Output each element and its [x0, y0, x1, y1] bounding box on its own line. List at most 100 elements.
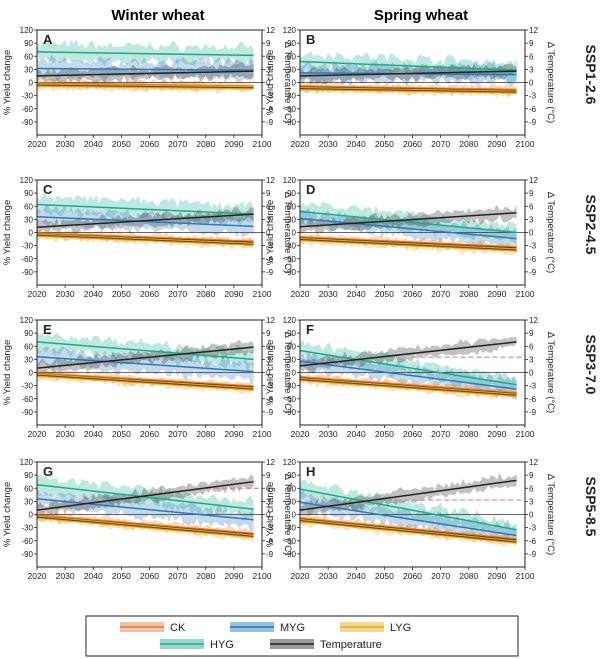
y-tick-label: 0 [29, 369, 34, 378]
y-tick-label: 0 [292, 229, 297, 238]
y-tick-label: -90 [21, 550, 33, 559]
y-tick-label: 30 [287, 215, 296, 224]
y-tick-label: 60 [24, 202, 33, 211]
y2-tick-label: 6 [266, 202, 271, 211]
y2-tick-label: 9 [529, 39, 534, 48]
ribbon-temperature [300, 337, 517, 375]
y-tick-label: 120 [20, 458, 34, 467]
y-tick-label: 30 [287, 497, 296, 506]
trend-temperature [37, 346, 254, 369]
plot-area [300, 337, 525, 400]
x-tick-label: 2070 [168, 139, 187, 149]
x-tick-label: 2080 [459, 571, 478, 581]
x-tick-label: 2040 [347, 139, 366, 149]
legend-label: HYG [210, 639, 234, 651]
x-tick-label: 2030 [319, 571, 338, 581]
y-tick-label: -30 [284, 524, 296, 533]
trend-hyg [300, 60, 517, 71]
y-tick-label: 60 [287, 342, 296, 351]
ylabel-right: Δ Temperature (°C) [545, 192, 556, 273]
x-tick-label: 2080 [459, 289, 478, 299]
legend: CK MYG LYG HYG Temperature [85, 615, 519, 657]
x-tick-label: 2050 [112, 429, 131, 439]
x-tick-label: 2090 [487, 429, 506, 439]
row-label: SSP5-8.5 [583, 477, 599, 537]
trend-hyg [37, 341, 254, 361]
legend-label: Temperature [320, 639, 382, 651]
ribbon-temperature [300, 473, 517, 516]
x-tick-label: 2080 [459, 139, 478, 149]
x-tick-label: 2100 [516, 571, 535, 581]
x-tick-label: 2070 [431, 139, 450, 149]
trend-hyg [300, 349, 517, 386]
y-tick-label: 30 [24, 355, 33, 364]
y-tick-label: 120 [283, 26, 297, 35]
y-tick-label: -90 [284, 550, 296, 559]
column-title-winter: Winter wheat [111, 7, 204, 24]
x-tick-label: 2060 [140, 289, 159, 299]
x-tick-label: 2020 [28, 289, 47, 299]
ylabel-right: Δ Temperature (°C) [282, 474, 293, 555]
y2-tick-label: 12 [529, 458, 538, 467]
y2-tick-label: -3 [266, 92, 274, 101]
x-tick-label: 2040 [84, 139, 103, 149]
y2-tick-label: -9 [529, 118, 537, 127]
y-tick-label: 90 [287, 189, 296, 198]
y-tick-label: 90 [24, 329, 33, 338]
y2-tick-label: -6 [529, 395, 537, 404]
x-tick-label: 2030 [56, 139, 75, 149]
y2-tick-label: 12 [529, 316, 538, 325]
x-tick-label: 2020 [291, 571, 310, 581]
ylabel-left: % Yield change [265, 482, 276, 548]
y-tick-label: -90 [284, 268, 296, 277]
y2-tick-label: 3 [266, 215, 271, 224]
y2-tick-label: -3 [266, 382, 274, 391]
y2-tick-label: -9 [266, 408, 274, 417]
y-tick-label: -60 [21, 255, 33, 264]
x-tick-label: 2100 [253, 139, 272, 149]
panel-b: 2020 2030 2040 2050 2060 2070 2080 2090 21001209… [265, 26, 556, 149]
x-tick-label: 2100 [253, 571, 272, 581]
y2-tick-label: 0 [266, 511, 271, 520]
y-tick-label: 120 [20, 176, 34, 185]
panel-letter: E [43, 322, 52, 337]
y2-tick-label: 9 [266, 471, 271, 480]
x-tick-label: 2060 [140, 139, 159, 149]
trend-lyg [37, 374, 254, 390]
y2-tick-label: -3 [529, 242, 537, 251]
panel-letter: H [306, 464, 315, 479]
y-tick-label: -30 [21, 382, 33, 391]
x-tick-label: 2040 [84, 289, 103, 299]
y-tick-label: -90 [284, 408, 296, 417]
y2-tick-label: 12 [266, 176, 275, 185]
panel-a: 2020 2030 2040 2050 2060 2070 2080 2090 21001209… [2, 26, 293, 149]
y2-tick-label: -6 [529, 255, 537, 264]
ylabel-right: Δ Temperature (°C) [282, 192, 293, 273]
x-tick-label: 2070 [168, 289, 187, 299]
x-tick-label: 2090 [487, 139, 506, 149]
x-tick-label: 2100 [253, 289, 272, 299]
trend-myg [300, 360, 517, 390]
x-tick-label: 2050 [375, 289, 394, 299]
legend-label: MYG [280, 622, 305, 634]
x-tick-label: 2030 [319, 429, 338, 439]
x-tick-label: 2020 [291, 429, 310, 439]
ribbon-hyg [300, 51, 517, 84]
x-tick-label: 2090 [224, 289, 243, 299]
x-tick-label: 2060 [140, 571, 159, 581]
trend-myg [37, 356, 254, 373]
panel-letter: C [43, 182, 53, 197]
x-tick-label: 2030 [56, 429, 75, 439]
trend-myg [37, 216, 254, 228]
y-tick-label: 90 [24, 39, 33, 48]
y-tick-label: -30 [284, 242, 296, 251]
panel-f: 2020 2030 2040 2050 2060 2070 2080 2090 21001209… [265, 316, 556, 439]
x-tick-label: 2080 [196, 139, 215, 149]
y-tick-label: -60 [284, 255, 296, 264]
x-tick-label: 2050 [375, 429, 394, 439]
x-tick-label: 2030 [319, 289, 338, 299]
y2-tick-label: -9 [529, 408, 537, 417]
x-tick-label: 2050 [375, 139, 394, 149]
trend-temperature [37, 70, 254, 77]
